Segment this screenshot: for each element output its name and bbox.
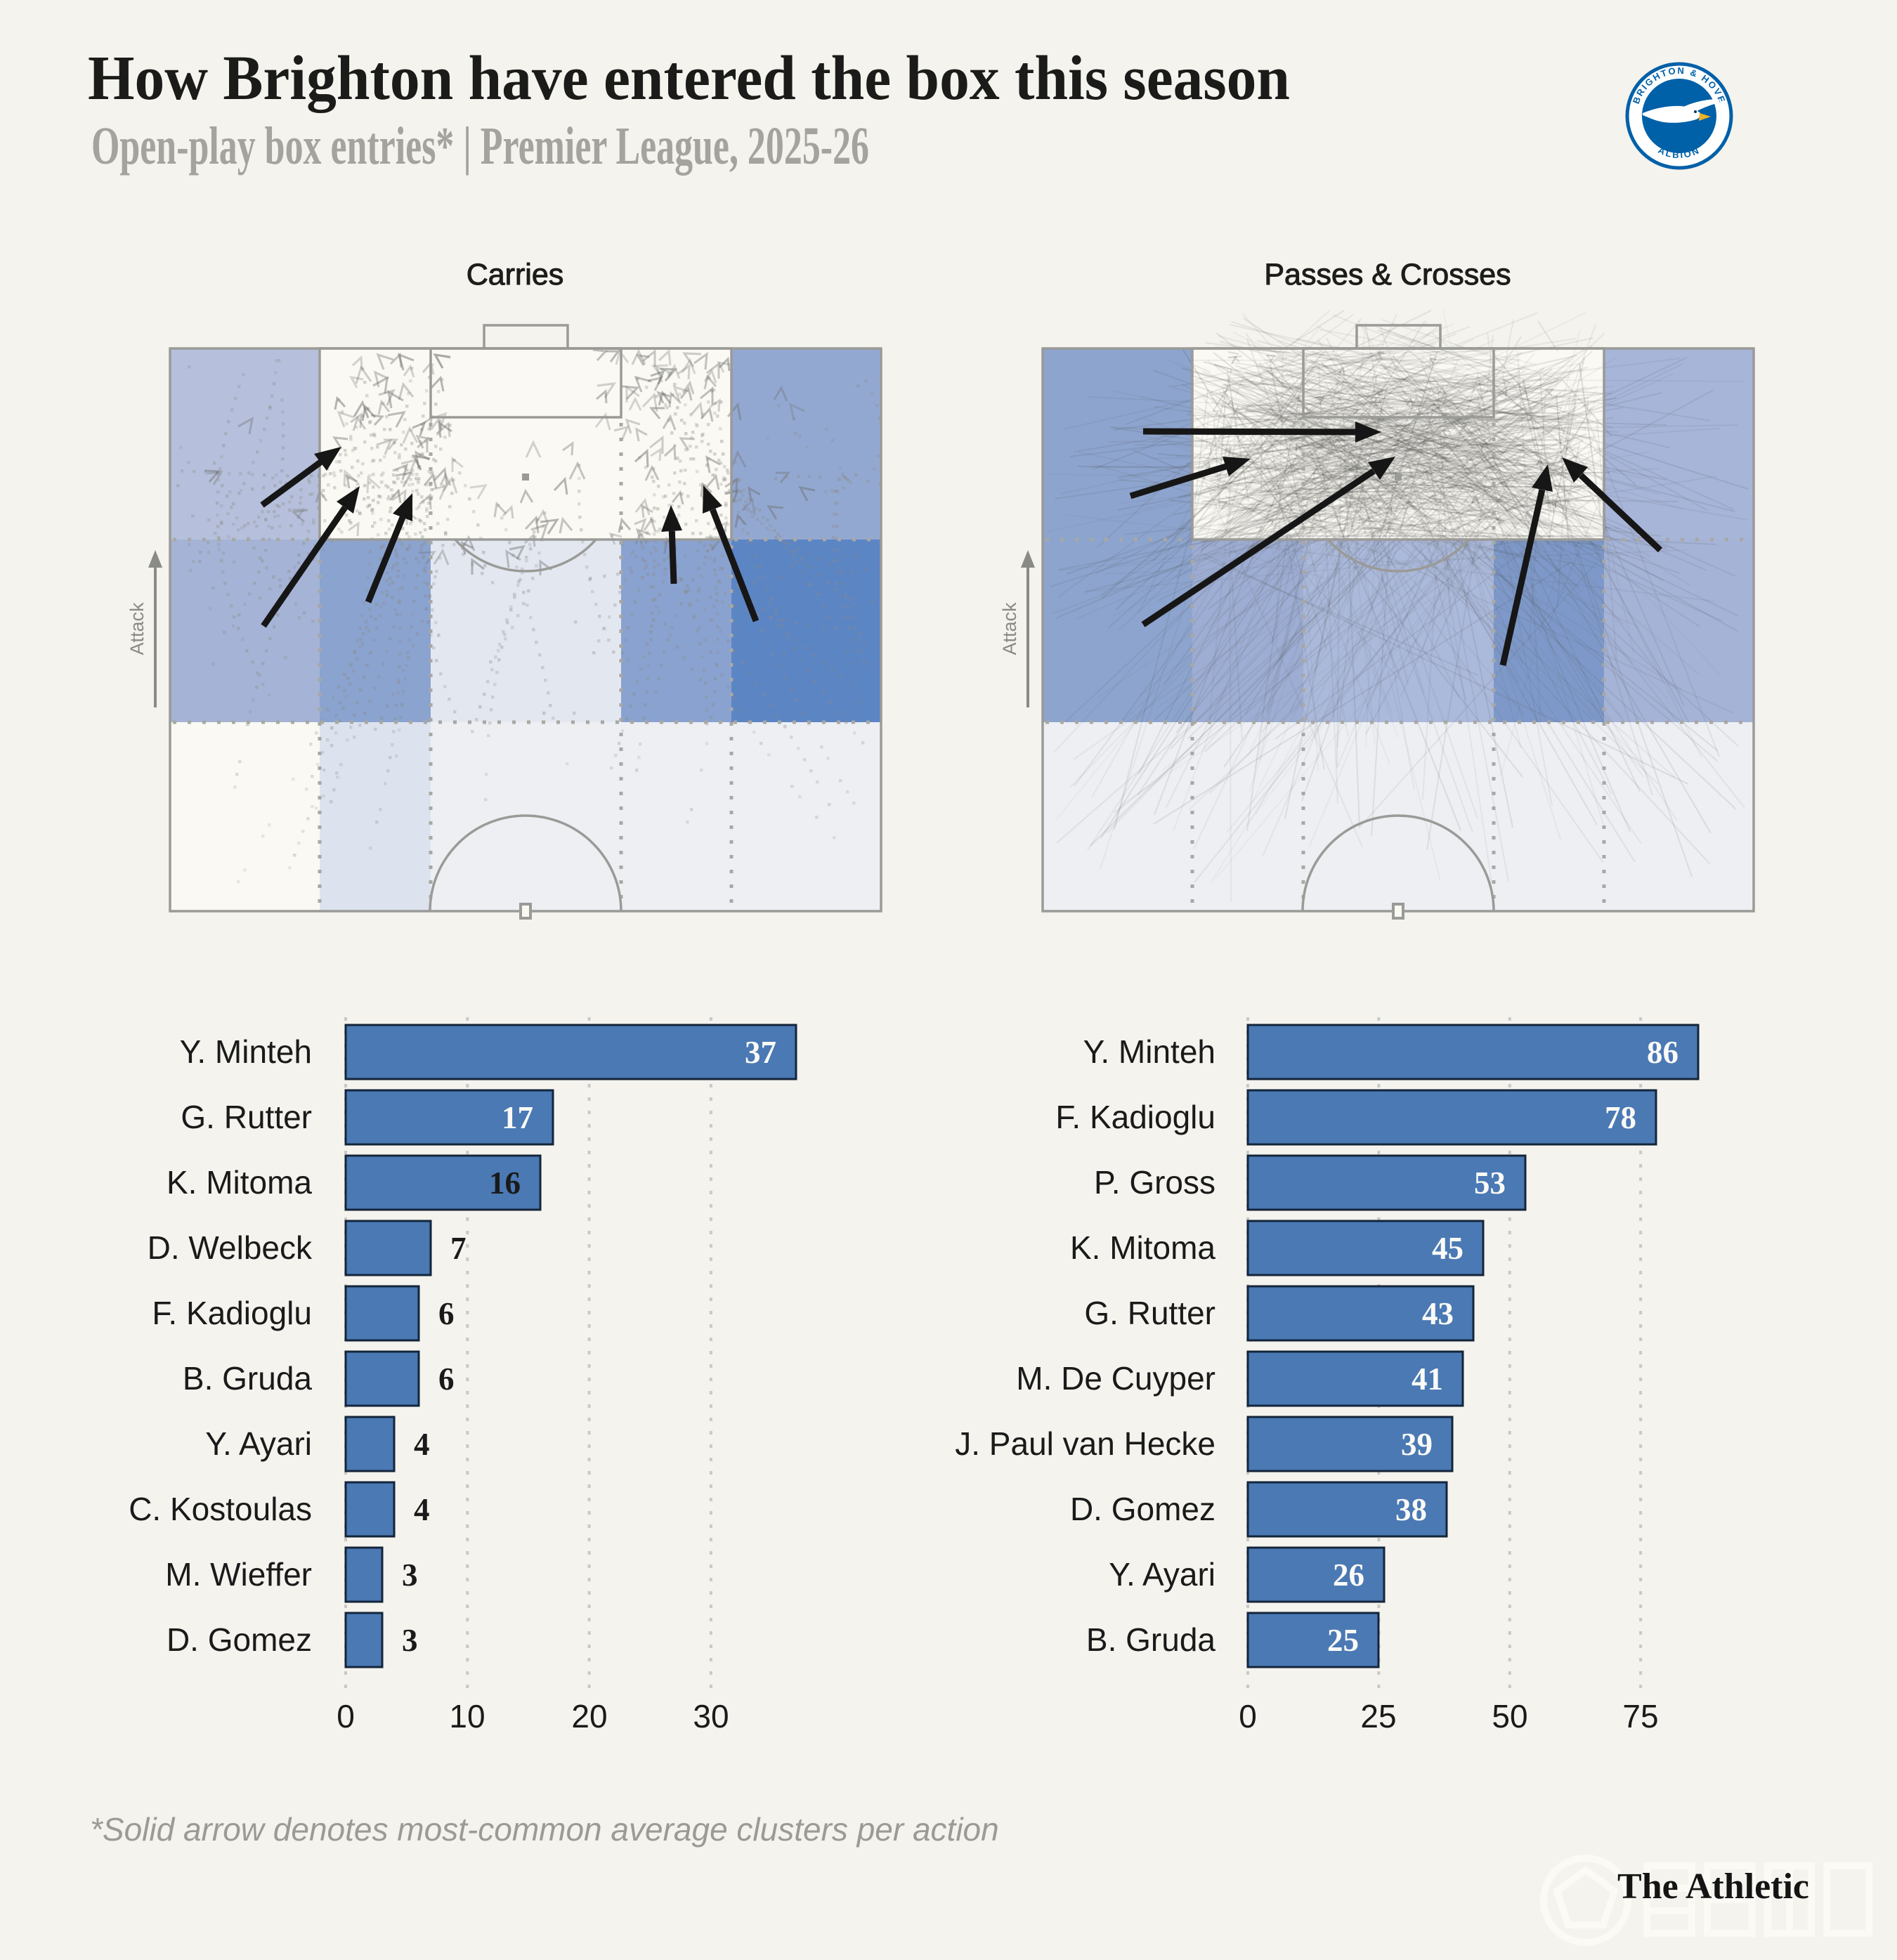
svg-text:C. Kostoulas: C. Kostoulas bbox=[129, 1491, 312, 1527]
svg-text:26: 26 bbox=[1333, 1557, 1364, 1593]
svg-text:P. Gross: P. Gross bbox=[1094, 1164, 1215, 1201]
svg-text:G. Rutter: G. Rutter bbox=[1084, 1295, 1215, 1331]
svg-text:B. Gruda: B. Gruda bbox=[1086, 1621, 1216, 1658]
svg-text:6: 6 bbox=[438, 1361, 455, 1397]
svg-text:4: 4 bbox=[414, 1427, 430, 1462]
svg-text:*Solid arrow denotes most-comm: *Solid arrow denotes most-common average… bbox=[90, 1811, 999, 1848]
svg-text:Open-play box entries* | Premi: Open-play box entries* | Premier League,… bbox=[91, 117, 869, 176]
svg-text:F. Kadioglu: F. Kadioglu bbox=[152, 1295, 312, 1331]
svg-text:Y. Ayari: Y. Ayari bbox=[205, 1425, 312, 1462]
svg-text:38: 38 bbox=[1395, 1492, 1427, 1527]
svg-text:3: 3 bbox=[402, 1557, 418, 1593]
svg-text:J. Paul van Hecke: J. Paul van Hecke bbox=[955, 1425, 1215, 1462]
svg-text:Y. Minteh: Y. Minteh bbox=[1083, 1033, 1215, 1070]
svg-text:20: 20 bbox=[571, 1698, 607, 1734]
svg-text:3: 3 bbox=[402, 1623, 418, 1658]
svg-text:D. Welbeck: D. Welbeck bbox=[148, 1229, 313, 1266]
svg-text:10: 10 bbox=[449, 1698, 485, 1734]
svg-text:25: 25 bbox=[1360, 1698, 1396, 1734]
svg-text:D. Gomez: D. Gomez bbox=[1070, 1491, 1215, 1527]
svg-text:53: 53 bbox=[1474, 1165, 1506, 1201]
svg-text:4: 4 bbox=[414, 1492, 430, 1527]
svg-text:ALBION: ALBION bbox=[1657, 145, 1702, 160]
svg-text:B. Gruda: B. Gruda bbox=[183, 1360, 313, 1397]
svg-text:30: 30 bbox=[693, 1698, 729, 1734]
svg-text:45: 45 bbox=[1432, 1231, 1464, 1266]
svg-text:6: 6 bbox=[438, 1296, 455, 1331]
svg-text:Y. Minteh: Y. Minteh bbox=[180, 1033, 312, 1070]
svg-text:7: 7 bbox=[450, 1231, 467, 1266]
svg-text:39: 39 bbox=[1401, 1427, 1433, 1462]
svg-text:D. Gomez: D. Gomez bbox=[167, 1621, 312, 1658]
svg-text:G. Rutter: G. Rutter bbox=[181, 1099, 312, 1135]
svg-text:Y. Ayari: Y. Ayari bbox=[1109, 1556, 1215, 1593]
svg-text:The Athletic: The Athletic bbox=[1617, 1867, 1809, 1907]
svg-text:41: 41 bbox=[1412, 1361, 1443, 1397]
svg-text:17: 17 bbox=[502, 1100, 533, 1135]
svg-text:78: 78 bbox=[1605, 1100, 1636, 1135]
svg-text:F. Kadioglu: F. Kadioglu bbox=[1055, 1099, 1215, 1135]
svg-text:M. De Cuyper: M. De Cuyper bbox=[1016, 1360, 1215, 1397]
svg-text:0: 0 bbox=[1239, 1698, 1257, 1734]
svg-text:0: 0 bbox=[337, 1698, 355, 1734]
svg-text:K. Mitoma: K. Mitoma bbox=[1070, 1229, 1215, 1266]
svg-text:K. Mitoma: K. Mitoma bbox=[167, 1164, 312, 1201]
svg-text:50: 50 bbox=[1492, 1698, 1527, 1734]
svg-text:86: 86 bbox=[1647, 1035, 1678, 1070]
svg-text:43: 43 bbox=[1422, 1296, 1454, 1331]
svg-text:37: 37 bbox=[745, 1035, 776, 1070]
svg-text:Passes & Crosses: Passes & Crosses bbox=[1264, 258, 1511, 292]
svg-text:16: 16 bbox=[489, 1165, 521, 1201]
svg-text:Carries: Carries bbox=[467, 258, 564, 292]
svg-text:75: 75 bbox=[1622, 1698, 1658, 1734]
svg-text:Attack: Attack bbox=[126, 602, 148, 655]
svg-text:How Brighton have entered the: How Brighton have entered the box this s… bbox=[88, 44, 1290, 113]
svg-text:Attack: Attack bbox=[999, 602, 1020, 655]
svg-text:25: 25 bbox=[1327, 1623, 1359, 1658]
svg-text:M. Wieffer: M. Wieffer bbox=[165, 1556, 312, 1593]
